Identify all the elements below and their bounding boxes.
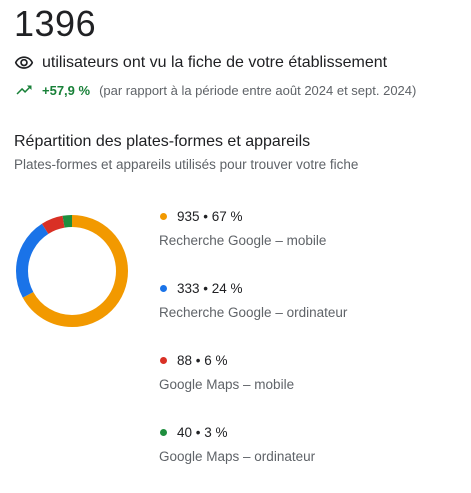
delta-note: (par rapport à la période entre août 202… xyxy=(99,82,417,98)
eye-icon xyxy=(14,53,34,73)
legend-value: 935 • 67 % xyxy=(177,208,243,224)
legend-value: 88 • 6 % xyxy=(177,352,228,368)
legend-value-row: 88 • 6 % xyxy=(158,349,458,371)
legend-value: 333 • 24 % xyxy=(177,280,243,296)
trending-up-icon xyxy=(14,80,34,100)
legend-color-dot xyxy=(160,284,167,292)
legend-color-dot xyxy=(160,212,167,220)
total-views: 1396 xyxy=(14,3,97,44)
legend-item: 935 • 67 % Recherche Google – mobile xyxy=(158,205,458,277)
donut-slice xyxy=(16,215,128,327)
legend-value-row: 333 • 24 % xyxy=(158,277,458,299)
legend-color-dot xyxy=(160,356,167,364)
section-title: Répartition des plates-formes et apparei… xyxy=(14,133,311,150)
legend-item: 40 • 3 % Google Maps – ordinateur xyxy=(158,421,458,493)
platform-donut-chart xyxy=(16,215,128,327)
views-description: utilisateurs ont vu la fiche de votre ét… xyxy=(14,52,387,74)
section-subtitle: Plates-formes et appareils utilisés pour… xyxy=(14,157,359,172)
legend-color-dot xyxy=(160,428,167,436)
delta-value: +57,9 % xyxy=(42,82,91,98)
donut-slice xyxy=(16,215,128,327)
legend-label: Recherche Google – mobile xyxy=(159,233,327,248)
legend-label: Google Maps – ordinateur xyxy=(159,449,316,464)
chart-legend: 935 • 67 % Recherche Google – mobile 333 •… xyxy=(158,205,458,493)
views-text: utilisateurs ont vu la fiche de votre ét… xyxy=(42,54,388,71)
legend-label: Google Maps – mobile xyxy=(159,377,295,392)
legend-value: 40 • 3 % xyxy=(177,424,228,440)
legend-value-row: 935 • 67 % xyxy=(158,205,458,227)
delta-line: +57,9 % (par rapport à la période entre … xyxy=(14,80,416,100)
legend-label: Recherche Google – ordinateur xyxy=(159,305,348,320)
legend-item: 333 • 24 % Recherche Google – ordinateur xyxy=(158,277,458,349)
legend-value-row: 40 • 3 % xyxy=(158,421,458,443)
legend-item: 88 • 6 % Google Maps – mobile xyxy=(158,349,458,421)
